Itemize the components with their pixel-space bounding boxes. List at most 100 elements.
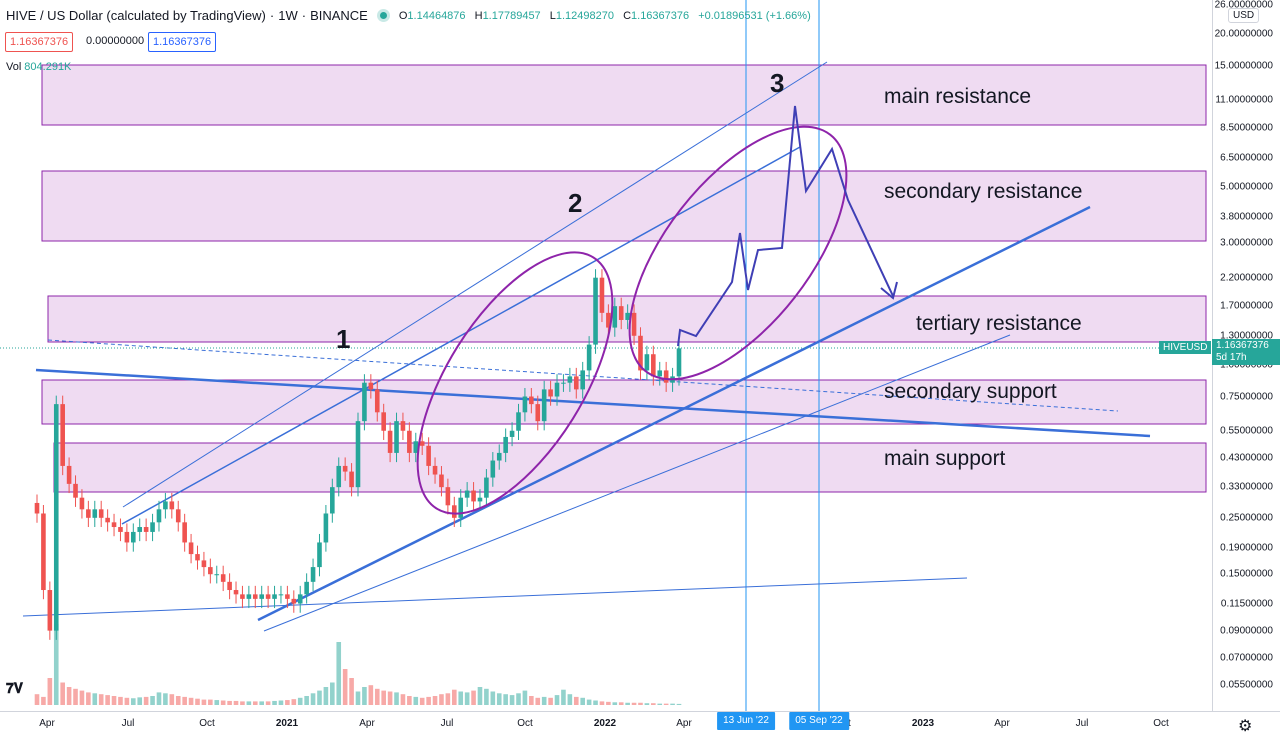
volume-bar [593, 700, 598, 705]
volume-bar [606, 701, 611, 705]
candle-body [214, 574, 220, 576]
y-tick-label: 1.70000000 [1220, 300, 1273, 312]
volume-bar [227, 700, 232, 705]
candle-body [663, 370, 669, 383]
long-base-line [22, 577, 968, 617]
candle-body [188, 542, 194, 555]
gear-icon[interactable]: ⚙ [1238, 718, 1253, 735]
volume-bar [143, 696, 149, 705]
candle-body [535, 404, 541, 422]
y-tick-label: 1.30000000 [1220, 330, 1273, 342]
x-tick-label: Apr [676, 718, 692, 729]
sell-price-box[interactable]: 1.16367376 [5, 32, 74, 52]
volume-bar [548, 697, 553, 705]
volume-bar [503, 694, 508, 705]
candle-body [304, 581, 309, 595]
ellipse-wave-2 [416, 251, 614, 515]
volume-bar [304, 696, 309, 705]
secondary-resistance-label: secondary resistance [884, 180, 1083, 203]
zone-box [41, 64, 1207, 126]
candle-body [163, 501, 168, 510]
x-tick-label: Jul [121, 718, 135, 729]
candle-body [175, 509, 181, 523]
candle-body [477, 497, 483, 502]
volume-bar [336, 642, 342, 705]
candle-body [233, 590, 239, 595]
volume-bar [233, 700, 239, 705]
volume-bar [676, 703, 682, 705]
y-tick-label: 2.20000000 [1220, 272, 1273, 284]
symbol-tag: HIVEUSD [1159, 341, 1212, 354]
volume-bar [124, 697, 130, 705]
candle-body [330, 487, 335, 514]
candle-body [310, 567, 316, 582]
volume-bar [586, 699, 592, 705]
candle-body [208, 567, 213, 575]
volume-bar [529, 696, 534, 705]
currency-select[interactable]: USD [1228, 8, 1260, 23]
price-chart[interactable] [0, 0, 1212, 711]
volume-bar [214, 700, 220, 705]
y-tick-label: 15.00000000 [1214, 60, 1273, 72]
volume-bar [618, 702, 624, 705]
candle-body [355, 421, 361, 488]
y-tick-label: 0.15000000 [1220, 568, 1273, 580]
candle-body [400, 421, 406, 431]
x-tick-label: Apr [994, 718, 1010, 729]
candle-body [53, 404, 59, 631]
tradingview-logo-icon[interactable]: 𝟕𝐕 [6, 680, 24, 696]
date-marker[interactable]: 13 Jun '22 [717, 712, 775, 730]
candle-body [169, 501, 175, 510]
ellipse-wave-3 [628, 125, 848, 381]
volume-bar [355, 691, 361, 705]
x-tick-label: Oct [1153, 718, 1169, 729]
candle-body [60, 404, 65, 466]
candle-body [105, 517, 110, 523]
candle-body [336, 465, 342, 488]
buy-price-box[interactable]: 1.16367376 [148, 32, 217, 52]
volume-bar [631, 702, 637, 705]
volume-bar [53, 624, 59, 705]
candle-body [349, 471, 354, 488]
candle-body [41, 513, 46, 591]
volume-bar [509, 695, 515, 705]
candle-body [143, 527, 149, 532]
date-marker[interactable]: 05 Sep '22 [789, 712, 849, 730]
y-tick-label: 3.80000000 [1220, 211, 1273, 223]
volume-bar [638, 702, 643, 705]
y-tick-label: 3.00000000 [1220, 237, 1273, 249]
symbol-title[interactable]: HIVE / US Dollar (calculated by TradingV… [6, 8, 266, 23]
candle-body [131, 531, 136, 543]
candle-body [272, 594, 277, 599]
projection-arrowhead [880, 281, 898, 300]
candle-body [111, 522, 117, 528]
volume-bar [291, 699, 297, 705]
volume-bar [201, 699, 207, 705]
candle-body [529, 396, 534, 405]
volume-bar [663, 703, 669, 705]
candle-body [278, 594, 284, 596]
volume-bar [111, 696, 117, 705]
volume-bar [452, 689, 457, 705]
volume-bar [66, 687, 72, 705]
x-tick-label: Oct [517, 718, 533, 729]
dashed-trendline [47, 339, 1119, 412]
volume-bar [297, 697, 303, 705]
volume-bar [387, 691, 393, 705]
volume-bar [272, 700, 277, 705]
volume-bar [554, 695, 560, 705]
candle-body [464, 490, 470, 498]
candle-body [445, 487, 451, 506]
interval-label[interactable]: 1W [278, 8, 298, 23]
y-tick-label: 0.55000000 [1220, 425, 1273, 437]
candle-body [362, 382, 367, 422]
candle-body [182, 522, 187, 543]
time-axis[interactable] [0, 711, 1280, 748]
candle-body [554, 382, 560, 397]
candle-body [285, 594, 290, 599]
volume-bar [150, 696, 155, 705]
candle-body [651, 354, 656, 377]
volume-bar [374, 688, 380, 705]
y-tick-label: 8.50000000 [1220, 122, 1273, 134]
y-tick-label: 0.19000000 [1220, 542, 1273, 554]
